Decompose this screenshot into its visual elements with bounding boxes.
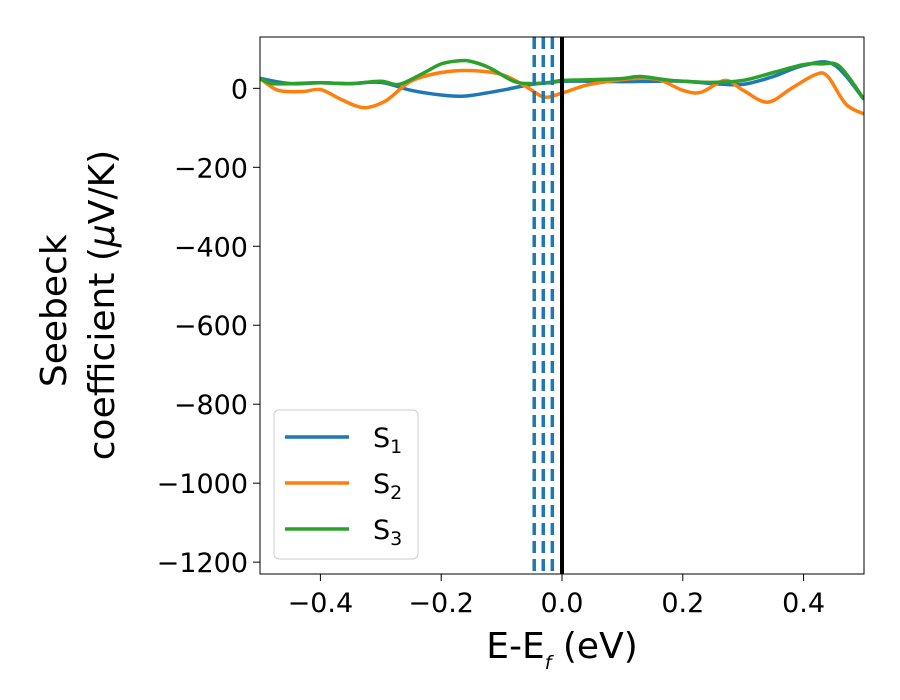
y-tick-label: −600 xyxy=(174,311,248,342)
x-axis-label: E-Ef (eV) xyxy=(486,626,638,674)
y-tick-label: −1200 xyxy=(157,548,248,579)
series-line-s3 xyxy=(260,58,864,101)
y-tick-label: −1000 xyxy=(157,469,248,500)
legend: S1 S2 S3 xyxy=(273,409,419,560)
y-tick-label: −200 xyxy=(174,153,248,184)
x-tick-label: 0.2 xyxy=(661,588,704,619)
reference-lines xyxy=(532,37,564,574)
y-tick-label: 0 xyxy=(231,74,248,105)
y-axis-label: Seebeck coefficient (μV/K) xyxy=(34,150,123,460)
legend-label-s2: S2 xyxy=(373,469,402,504)
x-axis-ticks: −0.4 −0.2 0.0 0.2 0.4 xyxy=(288,574,825,619)
legend-label-s1: S1 xyxy=(373,423,402,458)
y-axis-ticks: 0 −200 −400 −600 −800 −1000 −1200 xyxy=(157,74,260,579)
y-tick-label: −400 xyxy=(174,232,248,263)
x-tick-label: 0.4 xyxy=(782,588,825,619)
x-tick-label: −0.2 xyxy=(408,588,474,619)
legend-label-s3: S3 xyxy=(373,515,402,550)
x-tick-label: −0.4 xyxy=(288,588,354,619)
y-tick-label: −800 xyxy=(174,390,248,421)
x-tick-label: 0.0 xyxy=(541,588,584,619)
